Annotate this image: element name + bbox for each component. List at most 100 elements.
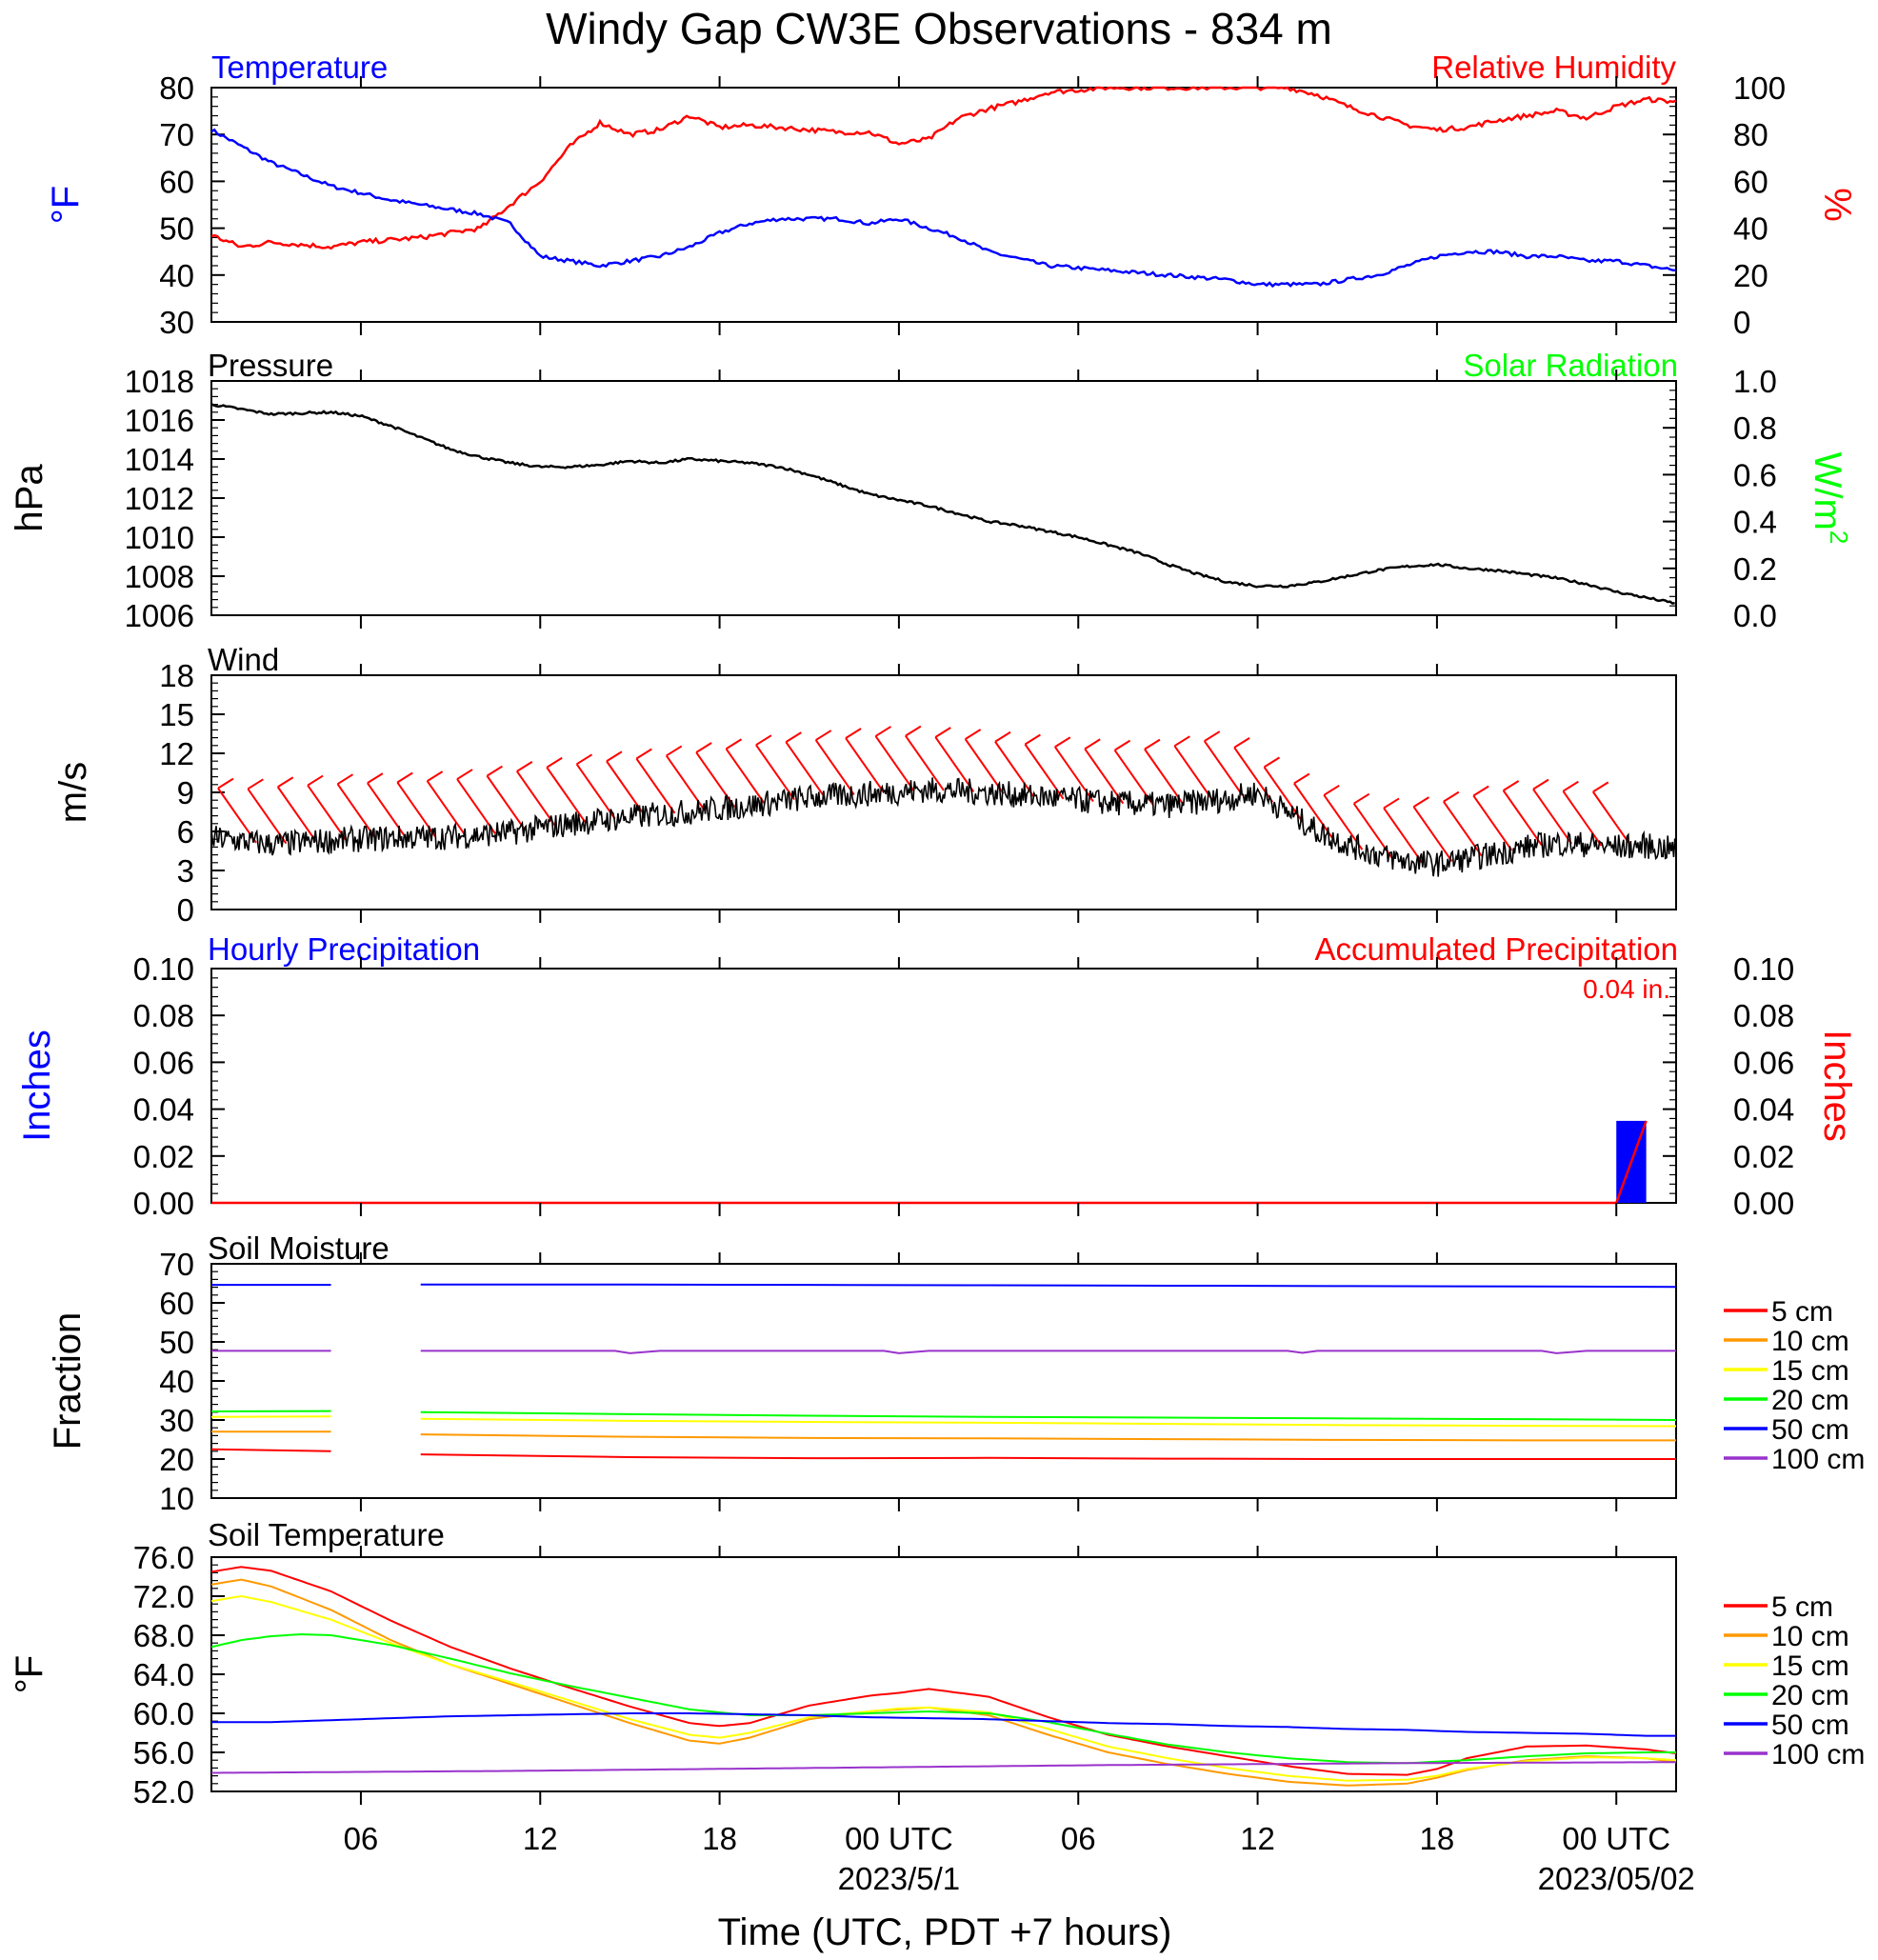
y-tick-label: 60 bbox=[159, 1286, 194, 1321]
wind-barb bbox=[336, 783, 377, 840]
y-tick-label: 1012 bbox=[125, 481, 194, 516]
wind-barb bbox=[1113, 750, 1154, 806]
wind-barb bbox=[486, 775, 527, 831]
precip-total-label: 0.04 in. bbox=[1583, 974, 1670, 1004]
y-tick-label: 68.0 bbox=[133, 1618, 194, 1653]
legend-label: 20 cm bbox=[1771, 1385, 1849, 1416]
y-tick-label-right: 0.04 bbox=[1733, 1092, 1794, 1128]
pressure-line bbox=[210, 403, 1675, 605]
y-tick-label: 20 bbox=[159, 1442, 194, 1477]
y-tick-label: 1014 bbox=[125, 442, 194, 477]
wind-barb bbox=[1293, 782, 1333, 839]
wind-barb bbox=[1323, 794, 1364, 850]
wind-barb-flag bbox=[1472, 785, 1489, 797]
y-tick-label: 18 bbox=[159, 658, 194, 693]
temperature-unit: °F bbox=[45, 186, 87, 224]
y-tick-label-right: 20 bbox=[1733, 258, 1768, 293]
y-tick-label: 56.0 bbox=[133, 1735, 194, 1770]
wind-barb-flag bbox=[546, 756, 563, 769]
x-tick-label: 06 bbox=[1061, 1821, 1096, 1856]
y-tick-label: 12 bbox=[159, 736, 194, 771]
y-tick-label: 9 bbox=[177, 775, 194, 810]
wind-title: Wind bbox=[208, 642, 279, 677]
wind-unit: m/s bbox=[52, 762, 94, 823]
relative-humidity-title: Relative Humidity bbox=[1431, 50, 1676, 85]
soil-temp-unit: °F bbox=[9, 1655, 50, 1693]
wind-barb-flag bbox=[1114, 739, 1131, 751]
wind-panel: Wind m/s 18 15 12 9 630 bbox=[52, 642, 1677, 928]
soil-temp-lines bbox=[210, 1566, 1677, 1787]
legend-label: 100 cm bbox=[1771, 1444, 1865, 1475]
wind-barb bbox=[1562, 790, 1603, 847]
legend-label: 100 cm bbox=[1771, 1739, 1865, 1770]
wind-barb-flag bbox=[367, 772, 384, 784]
wind-barb-flag bbox=[1353, 792, 1370, 805]
legend-label: 5 cm bbox=[1771, 1591, 1833, 1623]
wind-barb bbox=[1203, 740, 1244, 796]
y-tick-label-right: 0.08 bbox=[1733, 998, 1794, 1033]
wind-barb bbox=[1084, 748, 1125, 805]
y-tick-label: 60.0 bbox=[133, 1696, 194, 1731]
wind-barb-flag bbox=[307, 774, 324, 787]
y-tick-label: 40 bbox=[159, 258, 194, 293]
soil-temp-line bbox=[211, 1761, 1676, 1774]
soil-moisture-unit: Fraction bbox=[47, 1312, 89, 1450]
wind-barb bbox=[635, 757, 676, 814]
wind-barb-flag bbox=[905, 725, 922, 737]
soil-temp-panel: Soil Temperature °F 76.0 72.0 68.0 64.0 60.0… bbox=[9, 1517, 1865, 1810]
wind-barb-flag bbox=[427, 770, 444, 782]
y-tick-label-right: 0.0 bbox=[1733, 598, 1777, 633]
y-tick-label: 80 bbox=[159, 70, 194, 106]
wind-barb-flag bbox=[247, 778, 264, 790]
x-date-label: 2023/05/02 bbox=[1538, 1861, 1695, 1896]
y-tick-label-right: 0.02 bbox=[1733, 1139, 1794, 1174]
wind-barb-flag bbox=[1024, 733, 1041, 746]
humidity-line bbox=[210, 86, 1677, 250]
wind-barb-flag bbox=[725, 738, 743, 750]
legend-label: 50 cm bbox=[1771, 1414, 1849, 1446]
wind-barb-flag bbox=[994, 730, 1011, 743]
y-tick-label: 40 bbox=[159, 1364, 194, 1399]
x-tick-label: 18 bbox=[1420, 1821, 1455, 1856]
soil-temp-title: Soil Temperature bbox=[208, 1517, 445, 1552]
x-tick-label: 00 UTC bbox=[845, 1821, 953, 1856]
y-tick-label: 1008 bbox=[125, 559, 194, 594]
wind-barb-flag bbox=[1532, 778, 1549, 790]
y-tick-label: 60 bbox=[159, 164, 194, 199]
wind-barb-flag bbox=[815, 730, 832, 741]
wind-barb bbox=[276, 786, 317, 843]
y-tick-label-right: 80 bbox=[1733, 117, 1768, 152]
soil-temp-line bbox=[210, 1632, 1676, 1765]
soil-moisture-lines bbox=[210, 1283, 1677, 1460]
wind-barb-flag bbox=[1412, 796, 1429, 808]
pressure-title: Pressure bbox=[208, 348, 333, 383]
wind-barb bbox=[307, 784, 348, 841]
y-tick-label: 15 bbox=[159, 697, 194, 732]
wind-barb-flag bbox=[785, 731, 802, 743]
y-tick-label-right: 100 bbox=[1733, 70, 1786, 106]
hourly-precip-title: Hourly Precipitation bbox=[208, 931, 480, 967]
y-tick-label-right: 40 bbox=[1733, 211, 1768, 247]
wind-barb-flag bbox=[1084, 738, 1101, 750]
wind-barb-flag bbox=[695, 742, 712, 753]
y-tick-label: 0.10 bbox=[133, 951, 194, 987]
x-tick-label: 12 bbox=[1240, 1821, 1275, 1856]
y-tick-label: 0 bbox=[177, 892, 194, 928]
soil-temp-line bbox=[210, 1594, 1677, 1782]
pressure-panel: Pressure Solar Radiation hPa W/m2 1018 10… bbox=[9, 348, 1853, 633]
soil-moisture-panel: Soil Moisture Fraction 70 60 50 40 30 20 10 5 … bbox=[47, 1230, 1865, 1516]
wind-barb-flag bbox=[1144, 738, 1161, 750]
wind-barb bbox=[426, 780, 467, 837]
soil-moisture-line bbox=[210, 1448, 331, 1452]
wind-barb-flag bbox=[1323, 784, 1340, 796]
x-tick-label: 12 bbox=[523, 1821, 558, 1856]
accum-precip-line bbox=[211, 1120, 1648, 1205]
y-tick-label: 3 bbox=[177, 853, 194, 889]
legend-label: 5 cm bbox=[1771, 1296, 1833, 1328]
y-tick-label-right: 0.4 bbox=[1733, 505, 1777, 540]
y-tick-label: 64.0 bbox=[133, 1657, 194, 1692]
wind-speed-line bbox=[210, 777, 1677, 877]
soil-temp-line bbox=[210, 1578, 1677, 1787]
